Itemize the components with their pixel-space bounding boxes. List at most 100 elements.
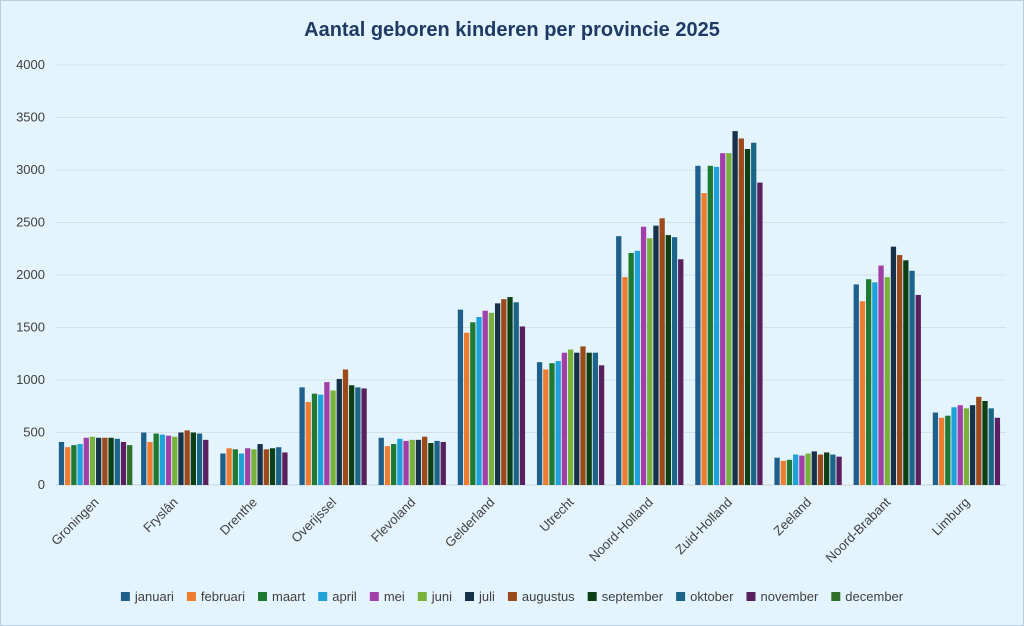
chart-title: Aantal geboren kinderen per provincie 20…	[304, 19, 720, 41]
bar-oktober-zuid-holland	[751, 142, 757, 485]
bar-juli-noord-holland	[653, 225, 659, 485]
category-label: Zuid-Holland	[672, 495, 735, 558]
bar-september-overijssel	[349, 385, 355, 485]
bar-april-noord-brabant	[872, 282, 878, 485]
bar-september-groningen	[108, 437, 114, 485]
bar-januari-noord-brabant	[853, 284, 859, 485]
legend-label-september: september	[602, 589, 664, 604]
bar-september-noord-brabant	[903, 260, 909, 485]
bar-maart-zeeland	[786, 459, 793, 485]
bar-oktober-groningen	[114, 438, 120, 485]
bar-maart-flevoland	[391, 444, 397, 485]
y-tick-label: 4000	[16, 57, 45, 72]
y-tick-label: 500	[23, 425, 45, 440]
legend-swatch-juni	[417, 592, 427, 601]
grid-layer	[56, 64, 1006, 486]
bar-februari-noord-holland	[622, 277, 628, 485]
bar-juni-overijssel	[330, 390, 336, 485]
legend: januari februari maart april mei juni juli augu…	[120, 589, 904, 604]
bar-november-overijssel	[361, 388, 367, 485]
bar-november-noord-brabant	[915, 294, 921, 485]
bar-maart-frysl-n	[153, 433, 159, 485]
bar-november-drenthe	[282, 452, 288, 485]
y-tick-label: 0	[38, 477, 45, 492]
bar-februari-utrecht	[543, 369, 549, 485]
bar-maart-limburg	[945, 415, 951, 485]
category-label: Noord-Holland	[586, 495, 656, 565]
bar-april-limburg	[951, 407, 957, 485]
bar-mei-noord-holland	[640, 226, 647, 485]
bar-september-zuid-holland	[744, 149, 751, 485]
bar-april-flevoland	[397, 438, 403, 485]
bar-augustus-utrecht	[580, 346, 586, 485]
bar-september-gelderland	[507, 297, 513, 485]
bar-augustus-overijssel	[342, 369, 349, 485]
bar-juni-zuid-holland	[726, 153, 732, 485]
bar-maart-noord-holland	[628, 252, 634, 485]
bar-maart-utrecht	[549, 363, 555, 485]
bar-september-noord-holland	[665, 235, 671, 485]
legend-label-december: december	[845, 589, 903, 604]
legend-swatch-april	[318, 592, 328, 601]
category-label: Gelderland	[442, 495, 498, 551]
bar-oktober-noord-holland	[671, 237, 678, 485]
bar-juli-zuid-holland	[732, 131, 738, 485]
bar-juli-groningen	[96, 437, 102, 485]
bar-juli-noord-brabant	[890, 246, 897, 485]
bar-januari-zuid-holland	[695, 165, 701, 486]
bar-juli-utrecht	[574, 352, 580, 485]
bar-februari-limburg	[938, 417, 945, 485]
bar-juli-overijssel	[336, 378, 342, 485]
legend-swatch-mei	[369, 592, 379, 601]
bar-augustus-drenthe	[263, 449, 269, 485]
bar-maart-groningen	[71, 445, 77, 485]
bar-februari-drenthe	[226, 448, 232, 485]
bar-november-noord-holland	[678, 259, 684, 485]
bar-mei-overijssel	[324, 382, 330, 485]
bar-augustus-limburg	[976, 396, 982, 485]
legend-swatch-maart	[258, 592, 267, 601]
bar-november-gelderland	[519, 326, 526, 485]
y-tick-label: 1000	[16, 372, 45, 387]
bar-augustus-zeeland	[817, 454, 824, 485]
bar-januari-utrecht	[536, 362, 543, 485]
x-axis-categories: Groningen Fryslân Drenthe Overijssel Flevola…	[48, 494, 972, 565]
bar-oktober-drenthe	[276, 447, 282, 485]
bar-juni-noord-holland	[647, 238, 653, 485]
bar-januari-flevoland	[378, 437, 384, 485]
bar-oktober-limburg	[988, 408, 994, 485]
category-label: Flevoland	[368, 495, 418, 545]
legend-label-november: november	[760, 589, 818, 604]
bar-juni-drenthe	[251, 449, 257, 485]
y-axis-ticks: 0 500 1000 1500 2000 2500 3000 3500 4000	[16, 57, 45, 492]
category-label: Noord-Brabant	[822, 494, 893, 565]
bar-november-limburg	[994, 417, 1001, 485]
bar-mei-utrecht	[561, 352, 568, 485]
bar-juli-limburg	[969, 405, 976, 485]
bar-mei-noord-brabant	[878, 265, 884, 485]
bar-januari-groningen	[58, 441, 65, 485]
bar-augustus-groningen	[102, 437, 108, 485]
bar-augustus-frysl-n	[184, 430, 190, 485]
category-label: Utrecht	[536, 494, 577, 535]
bar-maart-gelderland	[470, 322, 476, 485]
bar-februari-flevoland	[384, 446, 391, 485]
bar-juli-frysl-n	[178, 432, 184, 485]
bar-mei-limburg	[957, 405, 963, 485]
bar-oktober-noord-brabant	[909, 270, 915, 485]
bar-juni-limburg	[963, 408, 970, 485]
bar-januari-noord-holland	[616, 236, 622, 485]
bar-juli-zeeland	[811, 451, 817, 485]
bar-november-utrecht	[598, 365, 605, 485]
bar-juni-gelderland	[488, 312, 495, 485]
bar-augustus-noord-holland	[659, 218, 665, 486]
y-tick-label: 3000	[16, 162, 45, 177]
category-label: Fryslân	[140, 495, 181, 536]
bar-april-groningen	[77, 444, 83, 485]
bar-oktober-zeeland	[830, 454, 836, 485]
legend-label-april: april	[332, 589, 357, 604]
legend-label-februari: februari	[201, 589, 245, 604]
legend-label-juli: juli	[478, 589, 495, 604]
bar-september-utrecht	[586, 352, 592, 485]
